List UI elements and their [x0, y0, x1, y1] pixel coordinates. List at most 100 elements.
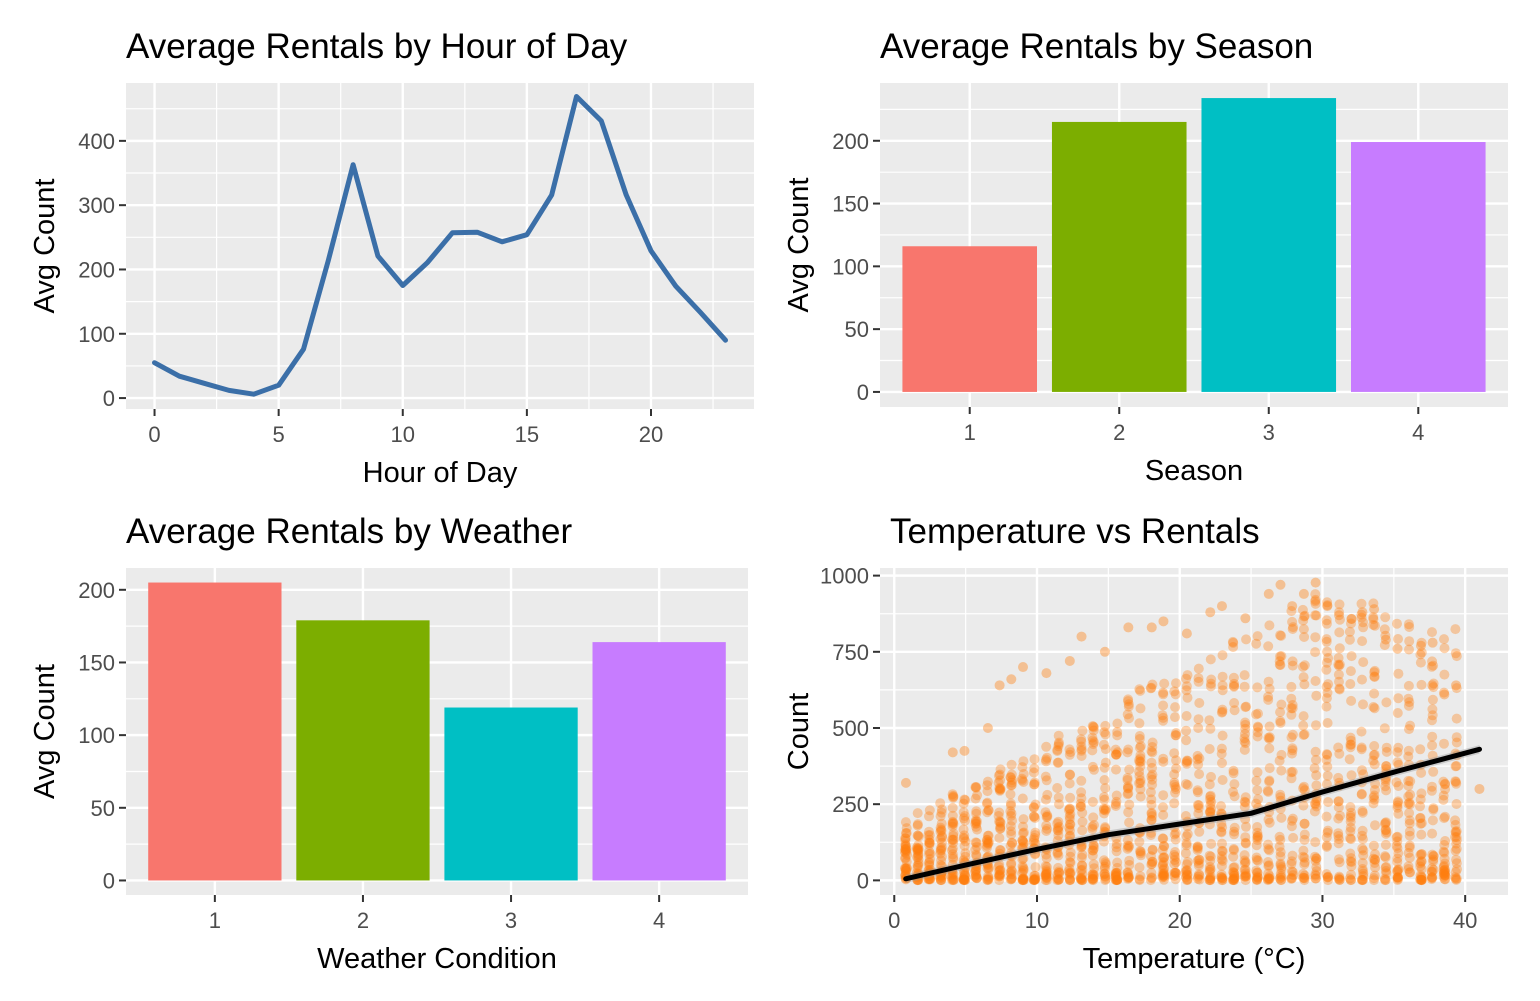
scatter-point [1369, 665, 1380, 676]
scatter-point [1228, 874, 1238, 885]
scatter-point [1158, 810, 1169, 820]
scatter-point [1391, 840, 1402, 851]
scatter-point [1157, 872, 1168, 883]
scatter-point [1310, 873, 1321, 884]
scatter-point [1251, 775, 1262, 786]
scatter-point [1217, 730, 1228, 741]
scatter-point [1216, 748, 1227, 759]
scatter-point [1263, 860, 1274, 871]
scatter-point [948, 838, 958, 848]
scatter-point [1123, 872, 1134, 883]
scatter-point [1392, 802, 1403, 813]
scatter-point [1053, 875, 1064, 885]
scatter-point [1393, 872, 1403, 883]
scatter-point [1228, 862, 1239, 873]
scatter-point [1393, 864, 1404, 875]
scatter-point [1041, 872, 1052, 883]
scatter-point [1077, 807, 1088, 818]
scatter-point [1205, 723, 1216, 734]
scatter-point [1275, 651, 1286, 662]
scatter-point [1017, 868, 1028, 878]
scatter-point [948, 875, 959, 886]
scatter-point [948, 830, 959, 841]
scatter-point [1006, 674, 1017, 685]
scatter-point [1005, 789, 1016, 800]
scatter-point [1029, 779, 1040, 790]
scatter-point [1450, 819, 1461, 830]
scatter-point [1181, 779, 1191, 789]
scatter-point [1298, 730, 1309, 740]
scatter-point [1392, 875, 1403, 885]
scatter-point [1239, 733, 1250, 744]
scatter-point [958, 832, 969, 843]
scatter-point [1287, 660, 1298, 671]
scatter-point [1053, 874, 1064, 885]
scatter-point [995, 869, 1006, 880]
scatter-point [994, 833, 1005, 843]
scatter-point [1087, 735, 1098, 746]
scatter-point [1428, 678, 1439, 689]
scatter-point [1065, 830, 1076, 841]
scatter-point [1357, 875, 1367, 886]
scatter-point [1287, 624, 1298, 634]
scatter-point [1450, 776, 1461, 787]
scatter-point [1451, 838, 1462, 849]
scatter-point [1006, 865, 1017, 876]
scatter-point [1333, 873, 1344, 884]
scatter-point [1369, 667, 1380, 678]
scatter-point [1404, 830, 1415, 841]
scatter-point [1274, 659, 1285, 670]
scatter-point [1134, 718, 1145, 729]
scatter-point [958, 807, 969, 818]
scatter-point [1252, 872, 1263, 883]
scatter-point [972, 790, 983, 801]
scatter-point [1416, 872, 1427, 883]
scatter-point [1358, 845, 1369, 856]
scatter-point [960, 869, 970, 880]
scatter-point [1216, 601, 1227, 612]
scatter-point [913, 860, 924, 871]
scatter-point [1076, 734, 1087, 745]
scatter-point [1263, 844, 1274, 854]
scatter-point [1123, 699, 1134, 710]
y-tick-label: 0 [857, 868, 869, 893]
scatter-point [982, 838, 993, 849]
scatter-point [1287, 748, 1297, 759]
x-axis-label: Temperature (°C) [1083, 943, 1306, 975]
scatter-point [1040, 771, 1051, 782]
scatter-point [1181, 840, 1192, 851]
scatter-point [1298, 783, 1309, 794]
scatter-point [1205, 873, 1216, 884]
scatter-point [1275, 851, 1286, 862]
scatter-point [1298, 615, 1309, 626]
scatter-point [1311, 770, 1322, 781]
scatter-point [1217, 704, 1228, 715]
scatter-point [1192, 843, 1203, 854]
scatter-point [1262, 875, 1273, 886]
scatter-point [1427, 694, 1438, 705]
scatter-point [1087, 821, 1098, 832]
scatter-point [1299, 857, 1310, 868]
scatter-point [1157, 868, 1168, 879]
scatter-point [924, 860, 935, 871]
scatter-point [1182, 670, 1193, 681]
scatter-point [994, 865, 1005, 876]
scatter-point [1159, 874, 1169, 885]
y-tick-label: 100 [832, 254, 869, 279]
scatter-point [1018, 662, 1029, 673]
scatter-point [1099, 805, 1109, 815]
scatter-point [1369, 688, 1380, 699]
x-tick-label: 15 [515, 422, 539, 447]
scatter-point [1252, 835, 1263, 846]
scatter-point [948, 792, 959, 803]
scatter-point [1135, 850, 1146, 861]
scatter-point [1228, 851, 1239, 862]
scatter-point [1017, 854, 1028, 865]
scatter-point [1053, 866, 1064, 877]
scatter-point [1159, 852, 1170, 863]
scatter-point [1274, 831, 1285, 842]
scatter-point [924, 805, 935, 816]
scatter-point [1064, 804, 1075, 815]
scatter-point [900, 863, 911, 874]
